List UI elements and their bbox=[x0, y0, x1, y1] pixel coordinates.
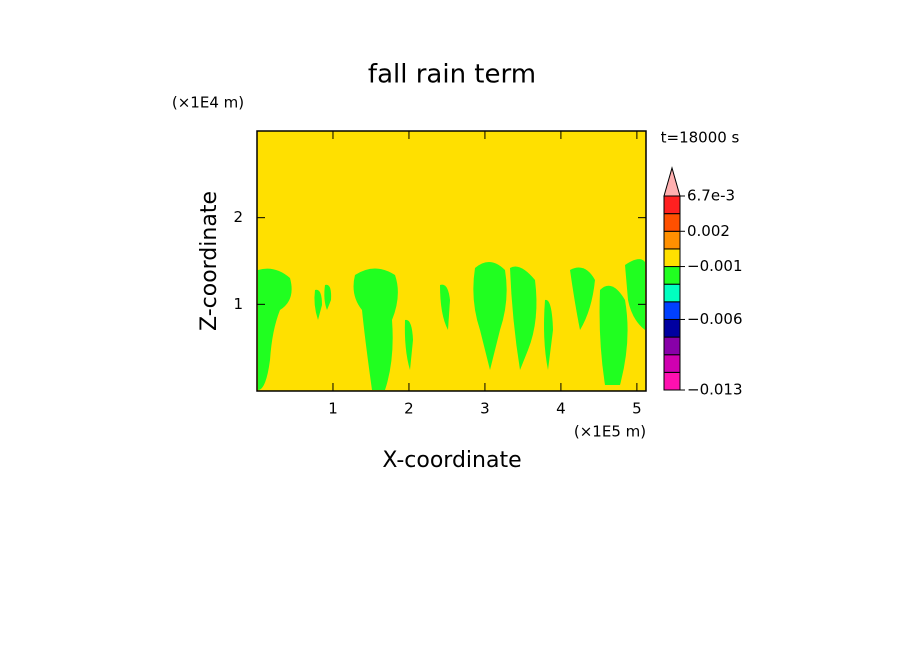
x-tick-label: 2 bbox=[404, 400, 414, 418]
colorbar-segment bbox=[663, 230, 681, 250]
x-tick-label: 1 bbox=[328, 400, 338, 418]
chart-title: fall rain term bbox=[368, 60, 536, 90]
x-tick-label: 5 bbox=[632, 400, 642, 418]
x-unit: (×1E5 m) bbox=[574, 423, 646, 441]
y-tick-label: 2 bbox=[233, 208, 243, 226]
plot-area bbox=[256, 130, 647, 392]
y-tick-label: 1 bbox=[233, 295, 243, 313]
colorbar-tick-label: −0.006 bbox=[687, 310, 743, 328]
x-tick-label: 4 bbox=[556, 400, 566, 418]
colorbar-segment bbox=[663, 318, 681, 338]
x-tick-label: 3 bbox=[480, 400, 490, 418]
colorbar-segment bbox=[663, 266, 681, 285]
contour-region bbox=[258, 259, 645, 390]
colorbar-segment bbox=[663, 213, 681, 232]
colorbar-tick-label: 6.7e-3 bbox=[687, 187, 735, 205]
colorbar-segment bbox=[663, 371, 681, 391]
time-label: t=18000 s bbox=[661, 129, 740, 147]
colorbar-segment bbox=[663, 248, 681, 268]
colorbar-tick-label: −0.001 bbox=[687, 257, 743, 275]
y-unit: (×1E4 m) bbox=[172, 94, 244, 112]
colorbar-segment bbox=[663, 301, 681, 320]
colorbar-segment bbox=[663, 195, 681, 215]
colorbar-segment bbox=[663, 336, 681, 356]
plot-frame bbox=[256, 130, 647, 392]
colorbar-segment bbox=[663, 283, 681, 303]
colorbar-tick-label: −0.013 bbox=[687, 381, 743, 399]
y-axis-label: Z-coordinate bbox=[197, 191, 222, 331]
colorbar-segment bbox=[663, 354, 681, 373]
colorbar-tick-label: 0.002 bbox=[687, 222, 730, 240]
colorbar-extension bbox=[663, 166, 681, 197]
x-axis-label: X-coordinate bbox=[382, 448, 521, 473]
contour-background bbox=[257, 131, 646, 391]
